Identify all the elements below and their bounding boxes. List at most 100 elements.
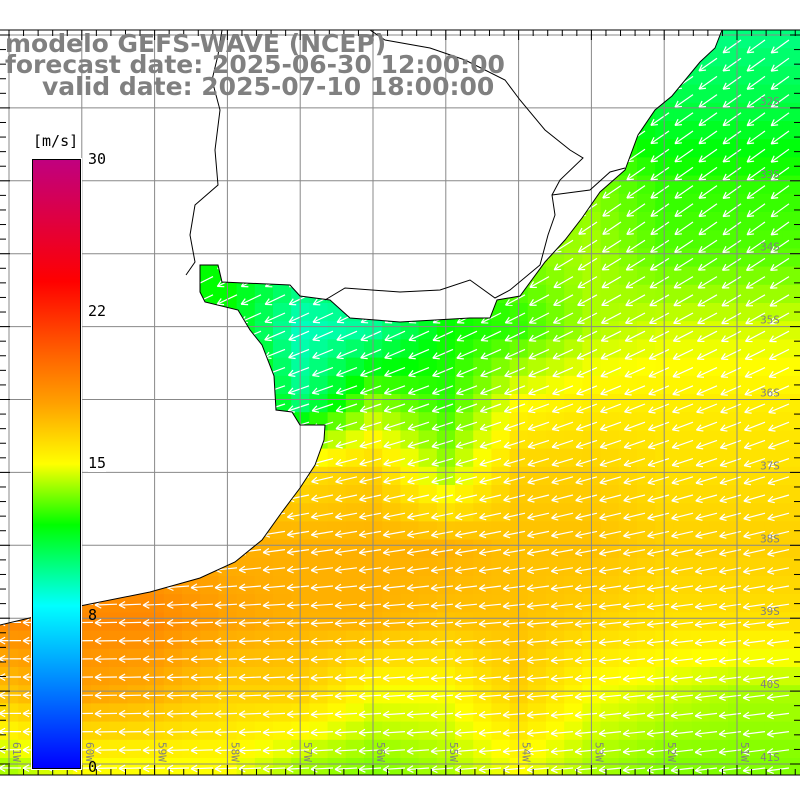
- wind-arrow: [264, 330, 286, 342]
- speed-cell: [345, 121, 365, 140]
- wind-arrow: [430, 692, 454, 701]
- speed-cell: [345, 758, 365, 775]
- wind-arrow: [743, 494, 766, 504]
- speed-cell: [709, 630, 729, 650]
- lon-label: 51W: [738, 742, 751, 762]
- wind-arrow: [599, 476, 622, 485]
- wind-arrow: [598, 674, 622, 683]
- wind-arrow: [409, 185, 430, 198]
- wind-arrow: [433, 276, 454, 288]
- speed-cell: [491, 412, 511, 431]
- speed-cell: [254, 758, 274, 775]
- wind-arrow: [310, 655, 334, 664]
- wind-arrow: [744, 367, 766, 378]
- speed-cell: [254, 412, 274, 431]
- wind-arrow: [720, 421, 742, 432]
- wind-arrow: [504, 330, 526, 342]
- speed-cell: [691, 685, 711, 704]
- wind-arrow: [697, 312, 718, 325]
- speed-cell: [600, 685, 620, 704]
- wind-arrow: [384, 330, 406, 342]
- speed-cell: [273, 594, 292, 613]
- wind-arrow: [169, 185, 190, 198]
- speed-cell: [327, 321, 347, 340]
- wind-arrow: [118, 494, 142, 502]
- speed-cell: [782, 412, 800, 431]
- wind-arrow: [720, 403, 742, 414]
- wind-arrow: [190, 565, 214, 574]
- speed-cell: [345, 648, 365, 668]
- wind-arrow: [360, 367, 382, 378]
- wind-arrow: [359, 512, 382, 521]
- speed-cell: [309, 539, 329, 559]
- speed-cell: [345, 321, 365, 340]
- speed-cell: [345, 667, 365, 686]
- wind-arrow: [406, 548, 430, 556]
- wind-arrow: [502, 548, 526, 557]
- wind-arrow: [336, 330, 358, 342]
- wind-arrow: [503, 458, 526, 467]
- speed-cell: [473, 394, 492, 413]
- wind-arrow: [722, 185, 742, 199]
- wind-arrow: [169, 148, 190, 161]
- speed-cell: [618, 448, 638, 468]
- wind-arrow: [624, 348, 646, 360]
- speed-cell: [455, 557, 474, 577]
- wind-arrow: [550, 602, 574, 610]
- wind-arrow: [239, 421, 262, 431]
- speed-cell: [746, 412, 765, 431]
- wind-arrow: [502, 566, 526, 575]
- speed-cell: [564, 357, 583, 377]
- wind-arrow: [622, 602, 646, 611]
- speed-cell: [254, 630, 274, 650]
- speed-cell: [691, 321, 711, 340]
- wind-arrow: [313, 257, 334, 270]
- speed-cell: [746, 375, 765, 395]
- speed-cell: [746, 30, 765, 49]
- speed-cell: [382, 485, 401, 504]
- speed-cell: [455, 248, 474, 268]
- wind-arrow: [166, 529, 190, 538]
- wind-arrow: [289, 166, 310, 180]
- wind-arrow: [553, 294, 574, 306]
- wind-arrow: [598, 638, 622, 647]
- wind-arrow: [482, 130, 502, 144]
- wind-arrow: [623, 476, 646, 486]
- wind-arrow: [694, 620, 718, 629]
- speed-cell: [109, 539, 128, 559]
- speed-cell: [200, 594, 219, 613]
- wind-arrow: [97, 203, 118, 216]
- wind-arrow: [599, 512, 622, 521]
- speed-cell: [309, 193, 329, 213]
- wind-arrow: [550, 620, 574, 628]
- wind-arrow: [626, 57, 646, 72]
- wind-arrow: [433, 112, 454, 126]
- speed-cell: [273, 321, 292, 340]
- wind-arrow: [746, 221, 766, 236]
- speed-cell: [200, 284, 219, 304]
- speed-cell: [546, 66, 565, 86]
- speed-cell: [782, 703, 800, 723]
- wind-arrow: [746, 130, 766, 145]
- speed-cell: [764, 466, 784, 486]
- wind-arrow: [527, 439, 550, 450]
- wind-arrow: [382, 692, 406, 701]
- wind-arrow: [313, 185, 334, 198]
- speed-cell: [546, 266, 565, 286]
- speed-cell: [273, 503, 292, 522]
- lat-label: 39S: [760, 605, 780, 618]
- wind-arrow: [719, 458, 742, 468]
- wind-arrow: [95, 421, 118, 431]
- speed-cell: [327, 576, 347, 595]
- speed-cell: [782, 248, 800, 268]
- speed-cell: [637, 394, 656, 413]
- speed-cell: [527, 576, 547, 595]
- wind-arrow: [430, 637, 454, 646]
- wind-arrow: [646, 638, 670, 647]
- speed-cell: [400, 576, 420, 595]
- wind-arrow: [121, 166, 142, 179]
- speed-cell: [564, 139, 583, 158]
- speed-cell: [273, 448, 292, 468]
- wind-arrow: [97, 130, 118, 143]
- lat-label: 33S: [760, 168, 780, 181]
